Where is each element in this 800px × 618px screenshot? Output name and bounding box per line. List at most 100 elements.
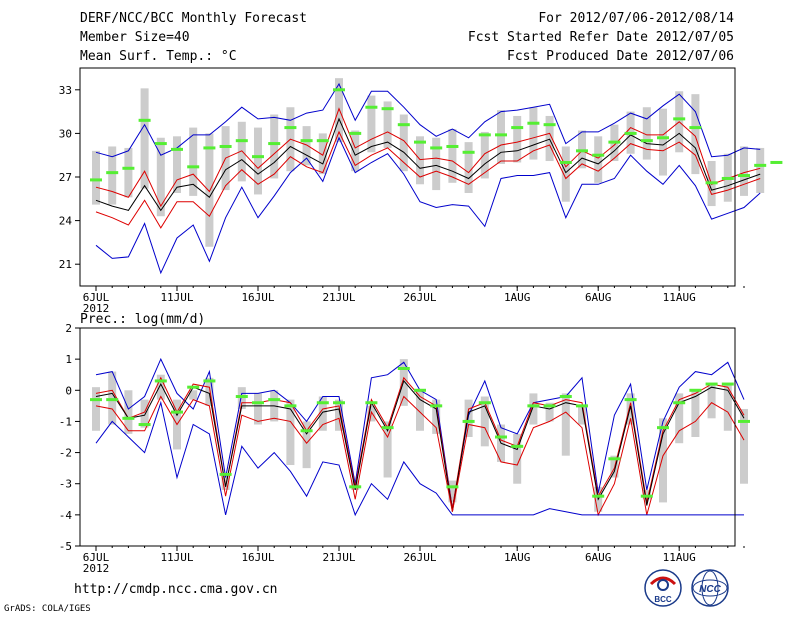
forecast-marker xyxy=(721,176,734,180)
forecast-marker xyxy=(576,149,588,153)
forecast-marker xyxy=(138,423,151,427)
member-range-bar xyxy=(156,374,165,400)
y-tick-label: -4 xyxy=(59,509,73,522)
series-line-min xyxy=(95,82,761,158)
member-range-bar xyxy=(254,393,262,425)
member-range-bar xyxy=(756,147,765,193)
member-range-bar xyxy=(173,136,181,193)
forecast-marker xyxy=(268,142,281,146)
member-range-bar xyxy=(254,127,262,195)
variable-label: Mean Surf. Temp.: °C xyxy=(80,49,237,64)
forecast-marker xyxy=(414,140,426,144)
forecast-marker xyxy=(349,485,362,489)
forecast-marker xyxy=(559,160,572,164)
y-tick-label: 24 xyxy=(59,215,73,228)
forecast-marker xyxy=(171,147,183,151)
forecast-marker xyxy=(624,131,637,135)
forecast-marker xyxy=(527,404,540,408)
member-range-bar xyxy=(351,130,360,172)
member-range-bar xyxy=(205,133,214,247)
x-tick-label: 6AUG xyxy=(585,551,612,564)
forecast-marker xyxy=(754,163,767,167)
series-line-spread_high xyxy=(95,376,745,509)
series-line-max xyxy=(95,136,761,275)
member-range-bar xyxy=(189,390,198,400)
x-tick-label: 1AUG xyxy=(504,551,531,564)
member-range-bar xyxy=(335,399,343,431)
x-tick-label: 16JUL xyxy=(241,291,274,304)
grads-credit: GrADS: COLA/IGES xyxy=(4,604,91,614)
member-range-bar xyxy=(480,131,489,179)
fcst-started-date: Fcst Started Refer Date 2012/07/05 xyxy=(467,30,734,45)
x-tick-label: 26JUL xyxy=(403,291,436,304)
forecast-marker xyxy=(705,181,718,185)
forecast-marker xyxy=(689,388,702,392)
forecast-marker xyxy=(705,382,718,386)
forecast-marker xyxy=(106,398,119,402)
forecast-marker xyxy=(511,444,524,448)
member-range-bar xyxy=(270,114,279,179)
forecast-marker xyxy=(154,142,167,146)
forecast-marker xyxy=(235,395,248,399)
forecast-period: For 2012/07/06-2012/08/14 xyxy=(538,11,734,26)
member-range-bar xyxy=(221,474,230,490)
member-range-bar xyxy=(513,115,522,163)
forecast-marker xyxy=(478,133,491,137)
forecast-marker xyxy=(527,121,540,125)
y-tick-label: 21 xyxy=(59,258,72,271)
series-line-mean xyxy=(95,379,745,512)
member-range-bar xyxy=(432,137,441,191)
plot-frame xyxy=(79,327,736,547)
x-tick-label: 11JUL xyxy=(160,291,193,304)
forecast-marker xyxy=(316,401,329,405)
member-range-bar xyxy=(92,387,100,431)
series-line-min xyxy=(95,400,744,517)
member-range-bar xyxy=(578,405,586,425)
forecast-marker xyxy=(122,166,135,170)
forecast-marker xyxy=(430,146,443,150)
forecast-marker xyxy=(252,401,264,405)
forecast-marker xyxy=(689,126,702,130)
ncc-logo: NCC xyxy=(691,569,729,607)
forecast-marker xyxy=(300,139,313,143)
x-tick-label: 11JUL xyxy=(160,551,193,564)
member-range-bar xyxy=(367,95,376,153)
y-tick-label: 33 xyxy=(59,84,72,97)
member-range-bar xyxy=(383,101,392,148)
member-range-bar xyxy=(140,88,149,189)
forecast-marker xyxy=(640,139,653,143)
forecast-marker xyxy=(592,153,605,157)
member-range-bar xyxy=(448,129,457,183)
x-tick-label: 21JUL xyxy=(322,551,355,564)
forecast-marker xyxy=(333,401,345,405)
member-range-bar xyxy=(416,390,424,431)
forecast-marker xyxy=(365,401,378,405)
forecast-marker xyxy=(478,401,491,405)
source-url[interactable]: http://cmdp.ncc.cma.gov.cn xyxy=(74,582,278,597)
forecast-marker xyxy=(495,133,507,137)
x-tick-label: 26JUL xyxy=(403,551,436,564)
x-tick-label: 21JUL xyxy=(322,291,355,304)
y-tick-label: 30 xyxy=(59,127,72,140)
forecast-marker xyxy=(657,426,669,430)
member-range-bar xyxy=(691,94,700,175)
member-range-bar xyxy=(124,390,133,434)
member-range-bar xyxy=(140,399,149,428)
member-range-bar xyxy=(740,146,748,196)
member-range-bar xyxy=(561,146,570,202)
forecast-marker xyxy=(721,382,734,386)
series-line-max xyxy=(95,357,745,509)
series-line-spread_low xyxy=(95,395,745,517)
y-tick-label: 27 xyxy=(59,171,72,184)
forecast-marker xyxy=(462,150,475,154)
forecast-marker xyxy=(203,379,216,383)
member-range-bar xyxy=(561,393,570,456)
member-range-bar xyxy=(529,393,538,425)
forecast-marker xyxy=(462,419,475,423)
member-range-bar xyxy=(124,147,133,198)
member-range-bar xyxy=(237,121,246,182)
y-tick-label: 2 xyxy=(65,322,72,335)
x-tick-label: 11AUG xyxy=(663,291,696,304)
forecast-marker xyxy=(673,117,686,121)
